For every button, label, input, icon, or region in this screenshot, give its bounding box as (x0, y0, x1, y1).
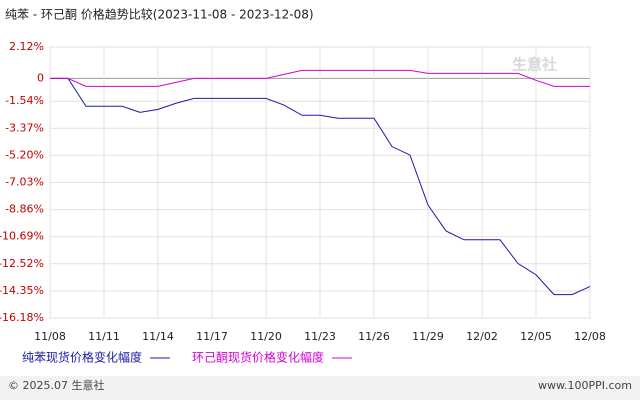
x-tick-label: 11/26 (358, 330, 390, 343)
footer-bar (0, 376, 640, 400)
footer-left: © 2025.07 生意社 (8, 378, 104, 392)
y-tick-label: -1.54% (5, 94, 44, 107)
y-tick-label: -14.35% (0, 284, 44, 297)
x-tick-label: 12/08 (574, 330, 606, 343)
x-tick-label: 11/11 (88, 330, 120, 343)
x-tick-label: 12/02 (466, 330, 498, 343)
y-tick-label: -7.03% (5, 176, 44, 189)
y-tick-label: -16.18% (0, 311, 44, 324)
footer-right: www.100PPI.com (538, 379, 632, 392)
x-tick-label: 11/23 (304, 330, 336, 343)
y-tick-label: -10.69% (0, 230, 44, 243)
x-tick-label: 11/08 (34, 330, 66, 343)
y-tick-label: -12.52% (0, 257, 44, 270)
y-tick-label: -8.86% (5, 203, 44, 216)
y-tick-label: -5.20% (5, 148, 44, 161)
series-line (50, 77, 591, 296)
chart-title: 纯苯 - 环己酮 价格趋势比较(2023-11-08 - 2023-12-08) (5, 7, 314, 22)
y-tick-label: -3.37% (5, 121, 44, 134)
watermark: 生意社 (512, 56, 557, 74)
x-tick-label: 11/29 (412, 330, 444, 343)
x-tick-label: 12/05 (520, 330, 552, 343)
y-tick-label: 2.12% (9, 40, 44, 53)
y-tick-label: 0 (37, 71, 44, 84)
legend-label: 纯苯现货价格变化幅度 (22, 350, 142, 365)
series-line (50, 69, 590, 87)
x-tick-label: 11/14 (142, 330, 174, 343)
legend-label: 环己酮现货价格变化幅度 (192, 350, 324, 365)
x-tick-label: 11/20 (250, 330, 282, 343)
x-tick-label: 11/17 (196, 330, 228, 343)
